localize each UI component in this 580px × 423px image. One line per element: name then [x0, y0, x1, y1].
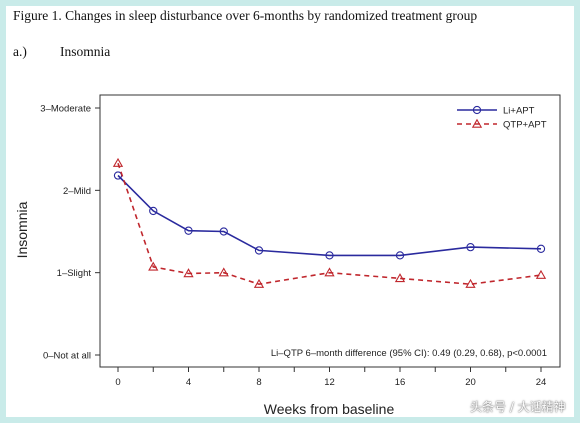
- qtp-apt-point: [218, 267, 229, 277]
- li-apt-point: [536, 244, 546, 253]
- legend-marker: [471, 118, 483, 128]
- x-axis-title: Weeks from baseline: [264, 401, 395, 417]
- legend: Li+APT QTP+APT: [457, 106, 547, 131]
- figure-title: Figure 1. Changes in sleep disturbance o…: [13, 8, 478, 23]
- li-apt-point: [149, 206, 158, 216]
- li-apt-line: [117, 174, 542, 257]
- qtp-apt-point: [253, 278, 265, 288]
- li-apt-point: [219, 227, 228, 236]
- x-tick-label: 4: [186, 377, 191, 388]
- y-tick-label: 1–Slight: [57, 268, 92, 279]
- qtp-apt-point: [394, 273, 406, 283]
- panel-label: a.): [13, 44, 27, 59]
- x-tick-label: 16: [395, 377, 406, 388]
- x-tick-label: 12: [324, 377, 335, 388]
- axes: 0–Not at all 1–Slight 2–Mild 3–Moderate 0 4 8 1…: [40, 94, 561, 388]
- plot-box: [99, 94, 561, 368]
- x-tick-label: 0: [115, 377, 120, 388]
- qtp-apt-point: [465, 278, 476, 288]
- li-apt-point: [184, 226, 193, 235]
- qtp-apt-line: [117, 162, 542, 286]
- qtp-apt-point: [324, 267, 335, 277]
- li-apt-point: [325, 251, 334, 260]
- y-axis-title: Insomnia: [14, 201, 30, 258]
- qtp-apt-point: [148, 261, 159, 271]
- panel-name: Insomnia: [60, 44, 111, 59]
- li-apt-point: [254, 246, 264, 255]
- legend-label: QTP+APT: [503, 120, 547, 131]
- qtp-apt-point: [183, 268, 194, 278]
- qtp-apt-point: [112, 157, 124, 167]
- annotation: Li–QTP 6–month difference (95% CI): 0.49…: [271, 348, 547, 359]
- x-tick-label: 24: [536, 377, 547, 388]
- legend-label: Li+APT: [503, 106, 535, 117]
- x-tick-label: 20: [465, 377, 476, 388]
- series-layer: [112, 157, 547, 288]
- x-tick-label: 8: [256, 377, 261, 388]
- legend-marker: [472, 105, 482, 115]
- li-apt-point: [395, 251, 405, 260]
- y-tick-label: 0–Not at all: [43, 351, 91, 362]
- watermark: 头条号 / 大话精神: [470, 400, 566, 414]
- y-tick-label: 2–Mild: [63, 186, 91, 197]
- li-apt-point: [466, 242, 475, 252]
- y-tick-label: 3–Moderate: [40, 104, 91, 115]
- qtp-apt-point: [535, 269, 547, 279]
